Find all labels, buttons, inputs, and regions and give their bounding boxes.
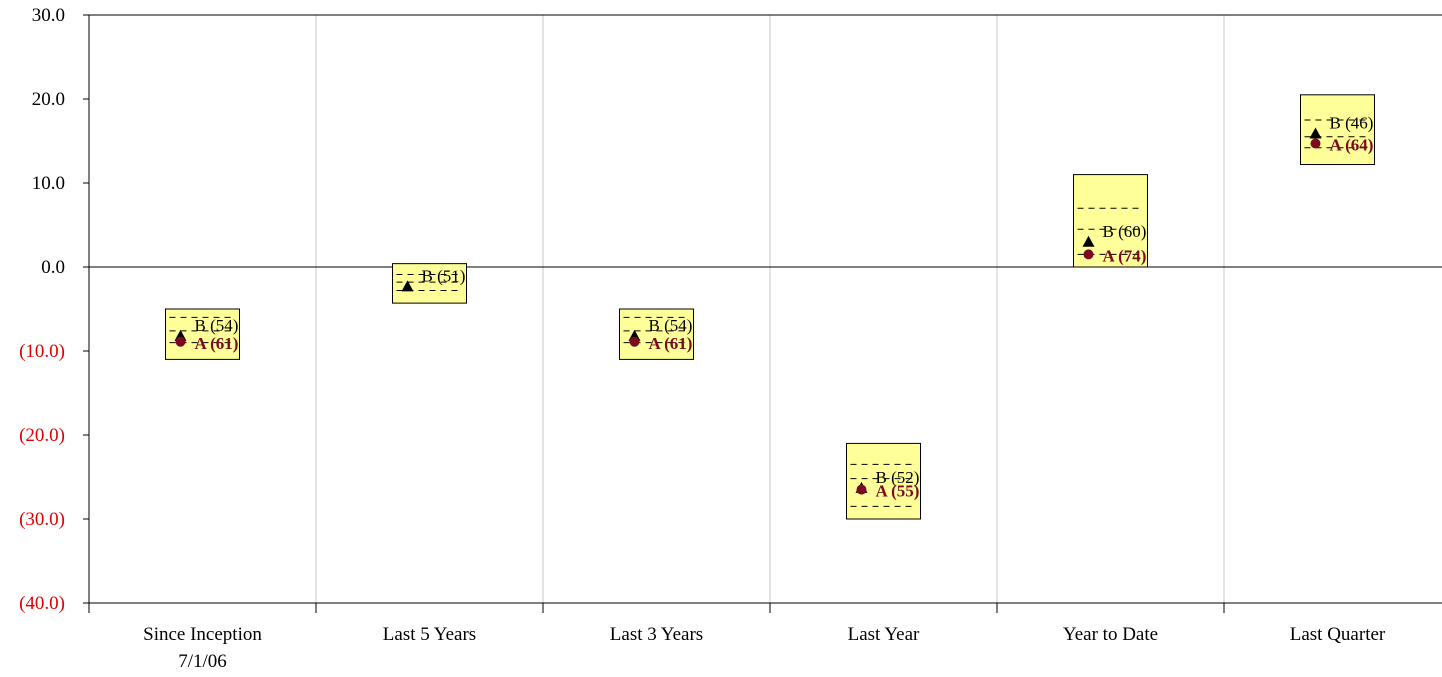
label-a: A (55) <box>876 482 920 501</box>
category-label: Last 5 Years <box>383 624 476 645</box>
category-label: Last 3 Years <box>610 624 703 645</box>
y-tick-label: 30.0 <box>32 5 65 26</box>
label-a: A (61) <box>649 334 693 353</box>
marker-a-circle <box>1310 138 1321 149</box>
label-a: A (64) <box>1330 136 1374 155</box>
y-tick-label: (30.0) <box>19 509 65 530</box>
y-tick-label: (10.0) <box>19 341 65 362</box>
y-tick-label: 10.0 <box>32 173 65 194</box>
marker-a-circle <box>629 336 640 347</box>
marker-a-circle <box>856 484 867 495</box>
label-layer: B (54)A (61)B (51)B (54)A (61)B (52)A (5… <box>195 113 1374 500</box>
axis-layer: 30.0 20.0 10.0 0.0 (10.0) (20.0) (30.0) (40.0) S… <box>19 5 1442 672</box>
label-b: B (51) <box>422 266 466 285</box>
category-label: Last Year <box>848 624 920 645</box>
label-b: B (46) <box>1330 113 1374 132</box>
category-label: Year to Date <box>1063 624 1158 645</box>
range-box <box>392 263 467 304</box>
range-box <box>1300 94 1375 166</box>
marker-a-circle <box>175 336 186 347</box>
label-b: B (54) <box>195 316 239 335</box>
grid-layer <box>315 15 1225 603</box>
category-label: Last Quarter <box>1290 624 1386 645</box>
y-tick-label: 0.0 <box>41 257 65 278</box>
label-a: A (61) <box>195 334 239 353</box>
marker-b-triangle <box>1082 235 1095 247</box>
y-tick-label: (40.0) <box>19 593 65 614</box>
label-b: B (60) <box>1103 222 1147 241</box>
marker-b-triangle <box>1309 127 1322 139</box>
box-layer <box>165 94 1375 520</box>
marker-layer <box>174 127 1322 495</box>
y-tick-label: 20.0 <box>32 89 65 110</box>
marker-a-circle <box>1083 249 1094 260</box>
label-b: B (54) <box>649 316 693 335</box>
label-a: A (74) <box>1103 246 1147 265</box>
category-label: Since Inception <box>143 624 262 645</box>
y-tick-label: (20.0) <box>19 425 65 446</box>
marker-b-triangle <box>401 280 414 292</box>
label-b: B (52) <box>876 468 920 487</box>
category-label-sub: 7/1/06 <box>178 651 227 672</box>
